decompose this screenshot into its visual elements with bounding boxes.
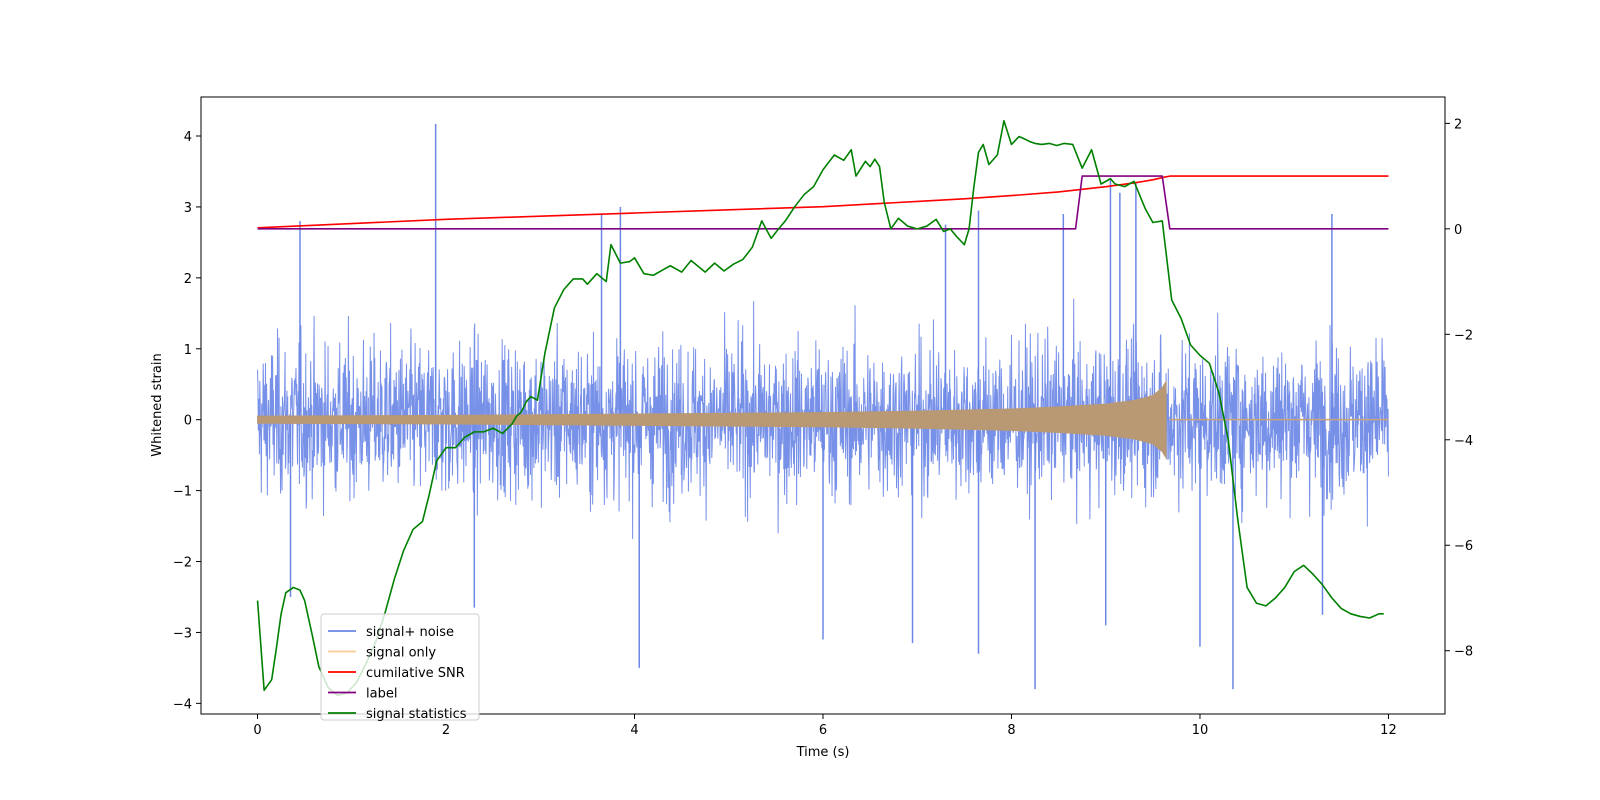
legend-label: signal+ noise (366, 625, 454, 640)
x-tick-label: 12 (1380, 723, 1397, 738)
y2-tick-label: −4 (1454, 434, 1473, 449)
x-tick-label: 0 (253, 723, 261, 738)
series-signal-only (257, 379, 1167, 460)
y2-tick-label: 2 (1454, 117, 1462, 132)
legend-item: signal only (328, 646, 436, 661)
x-axis-label: Time (s) (796, 745, 850, 760)
y-tick-label: 1 (184, 343, 192, 358)
x-tick-label: 10 (1192, 723, 1209, 738)
y2-tick-label: 0 (1454, 223, 1462, 238)
series-label (257, 175, 1389, 230)
legend: signal+ noise signal only cumilative SNR la… (320, 613, 480, 722)
y-axis-left: −4 −3 −2 −1 0 1 2 3 4 (173, 130, 201, 712)
y-tick-label: −1 (173, 485, 192, 500)
x-tick-label: 2 (442, 723, 450, 738)
y-tick-label: 3 (184, 201, 192, 216)
legend-item: signal statistics (328, 707, 467, 722)
series-signal-noise-spikes (289, 123, 1333, 690)
legend-label: signal only (366, 646, 436, 661)
legend-item: signal+ noise (328, 625, 454, 640)
y2-tick-label: −2 (1454, 328, 1473, 343)
legend-label: cumilative SNR (366, 666, 465, 681)
y-tick-label: −4 (173, 697, 192, 712)
legend-frame (320, 613, 480, 721)
y-tick-label: 2 (184, 272, 192, 287)
legend-label: signal statistics (366, 707, 467, 722)
x-tick-label: 4 (630, 723, 638, 738)
y2-tick-label: −6 (1454, 539, 1473, 554)
y-axis-label: Whitened strain (150, 353, 165, 456)
legend-item: cumilative SNR (328, 666, 465, 681)
x-tick-label: 6 (819, 723, 827, 738)
y-tick-label: 4 (184, 130, 192, 145)
y-tick-label: −2 (173, 556, 192, 571)
y-tick-label: 0 (184, 414, 192, 429)
series-cumulative-snr (257, 175, 1389, 229)
x-axis: 0 2 4 6 8 10 12 (253, 714, 1397, 738)
x-tick-label: 8 (1007, 723, 1015, 738)
legend-label: label (366, 687, 397, 702)
legend-item: label (328, 687, 397, 702)
plot-area (256, 119, 1389, 697)
y-axis-right: −8 −6 −4 −2 0 2 (1445, 117, 1473, 660)
y2-tick-label: −8 (1454, 645, 1473, 660)
y-tick-label: −3 (173, 626, 192, 641)
series-signal-statistics (256, 119, 1384, 697)
